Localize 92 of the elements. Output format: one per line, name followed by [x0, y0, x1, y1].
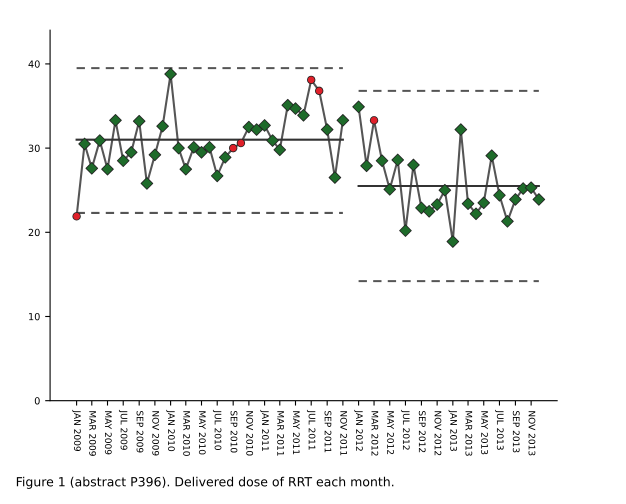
x-tick-label: JUL 2011	[306, 410, 316, 450]
x-tick-label: JAN 2011	[260, 410, 269, 451]
point	[524, 181, 538, 194]
point	[172, 142, 185, 154]
point	[352, 100, 365, 114]
point	[328, 171, 342, 184]
x-tick-label: MAR 2009	[89, 411, 96, 456]
y-tick-label: 30	[28, 144, 40, 152]
point	[195, 146, 208, 159]
point	[470, 207, 482, 220]
point	[493, 188, 506, 202]
x-tick-label: MAR 2010	[183, 411, 190, 456]
point	[376, 154, 388, 168]
point	[250, 123, 263, 136]
point	[297, 108, 310, 122]
point	[140, 177, 154, 190]
point	[132, 114, 146, 128]
point	[258, 119, 271, 132]
x-tick-label: NOV 2009	[152, 411, 160, 456]
point	[266, 134, 279, 147]
x-tick-label: MAY 2009	[104, 411, 112, 454]
point	[203, 140, 216, 154]
point	[72, 212, 81, 221]
point	[187, 140, 200, 154]
x-tick-label: JUL 2009	[118, 410, 128, 450]
x-tick-label: JUL 2013	[495, 410, 504, 450]
point	[148, 148, 162, 162]
point	[281, 98, 294, 112]
point	[462, 197, 474, 210]
point	[407, 158, 420, 172]
point	[422, 204, 436, 218]
x-tick-label: JAN 2010	[166, 410, 175, 452]
point	[101, 162, 114, 176]
point	[501, 215, 514, 228]
point	[156, 120, 169, 133]
x-tick-label: JAN 2009	[72, 410, 81, 452]
point	[509, 193, 522, 206]
point	[306, 76, 316, 84]
point	[210, 170, 224, 182]
point	[532, 193, 546, 206]
y-tick-label: 10	[29, 312, 40, 320]
point	[383, 183, 396, 196]
x-tick-label: NOV 2013	[528, 411, 536, 456]
point	[477, 196, 490, 210]
x-tick-label: SEP 2009	[136, 410, 144, 452]
x-tick-label: MAY 2012	[387, 411, 394, 454]
point	[179, 162, 192, 176]
point	[273, 143, 286, 156]
point	[228, 144, 238, 152]
point	[124, 146, 138, 159]
x-tick-label: MAR 2012	[371, 411, 378, 456]
point	[336, 114, 350, 127]
point	[93, 134, 106, 147]
point	[164, 68, 177, 80]
point	[391, 154, 404, 166]
x-tick-label: JUL 2010	[212, 410, 222, 450]
x-tick-label: SEP 2010	[230, 410, 238, 453]
x-tick-label: MAY 2011	[292, 411, 300, 454]
point	[454, 123, 468, 136]
point	[360, 159, 373, 172]
x-tick-label: JAN 2013	[448, 410, 458, 451]
x-tick-label: NOV 2010	[246, 411, 254, 456]
x-tick-label: SEP 2013	[512, 410, 520, 452]
point	[438, 184, 452, 197]
x-tick-label: MAR 2011	[277, 411, 284, 456]
x-tick-label: SEP 2012	[418, 410, 426, 452]
x-tick-label: MAR 2013	[465, 411, 472, 456]
point	[78, 138, 91, 150]
point	[399, 224, 412, 237]
y-tick-label: 40	[28, 60, 40, 68]
y-tick-label: 0	[34, 397, 40, 405]
point	[109, 114, 122, 127]
point	[430, 198, 444, 211]
point	[370, 116, 378, 125]
x-tick-label: JAN 2012	[354, 410, 363, 451]
point	[236, 138, 246, 148]
x-tick-label: NOV 2012	[434, 411, 442, 456]
x-tick-label: NOV 2011	[340, 411, 348, 456]
point	[85, 162, 98, 175]
caption: Figure 1 (abstract P396). Delivered dose of RRT each month.	[16, 476, 394, 489]
point	[320, 123, 334, 136]
x-tick-label: JUL 2012	[401, 410, 410, 450]
y-tick-label: 20	[28, 228, 40, 236]
point	[314, 86, 324, 96]
x-tick-label: MAY 2010	[198, 411, 206, 454]
point	[446, 235, 460, 248]
x-tick-label: SEP 2011	[324, 410, 332, 452]
point	[485, 149, 498, 162]
x-tick-label: MAY 2013	[481, 411, 488, 454]
point	[218, 151, 232, 164]
point	[116, 154, 130, 168]
point	[289, 102, 302, 115]
